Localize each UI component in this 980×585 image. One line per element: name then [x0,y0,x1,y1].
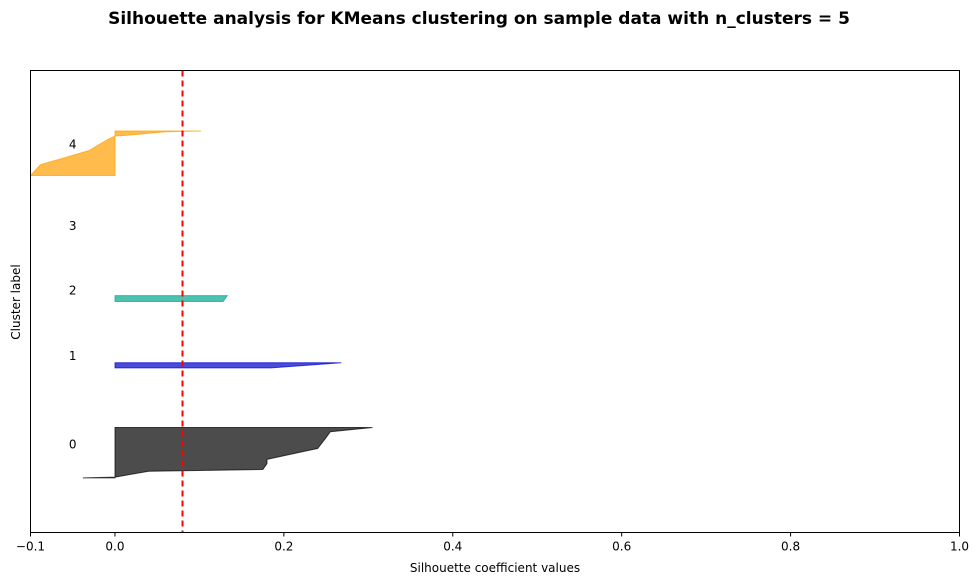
cluster-labels: 0 1 2 3 4 [69,137,77,451]
cluster-1-silhouette [114,362,342,369]
x-tick-label: 0.6 [612,540,631,554]
x-tick-label: −0.1 [16,540,45,554]
plot-frame [30,70,960,533]
cluster-2-label: 2 [69,284,77,298]
y-axis-label: Cluster label [9,264,23,339]
x-axis-label: Silhouette coefficient values [410,561,580,575]
cluster-2-silhouette [114,295,229,302]
cluster-0-silhouette [82,427,373,479]
chart-title: Silhouette analysis for KMeans clusterin… [108,9,850,29]
cluster-1-label: 1 [69,349,77,363]
cluster-0-label: 0 [69,437,77,451]
x-tick-label: 0.0 [105,540,124,554]
x-tick-label: 0.2 [274,540,293,554]
x-tick-label: 1.0 [950,540,969,554]
x-tick-label: 0.8 [781,540,800,554]
cluster-3-label: 3 [69,219,77,233]
x-tick-label: 0.4 [443,540,462,554]
cluster-silhouettes [29,130,373,479]
x-axis-ticks: −0.1 0.0 0.2 0.4 0.6 0.8 1.0 [16,532,969,554]
cluster-4-label: 4 [69,137,77,151]
cluster-4-silhouette [29,130,202,176]
